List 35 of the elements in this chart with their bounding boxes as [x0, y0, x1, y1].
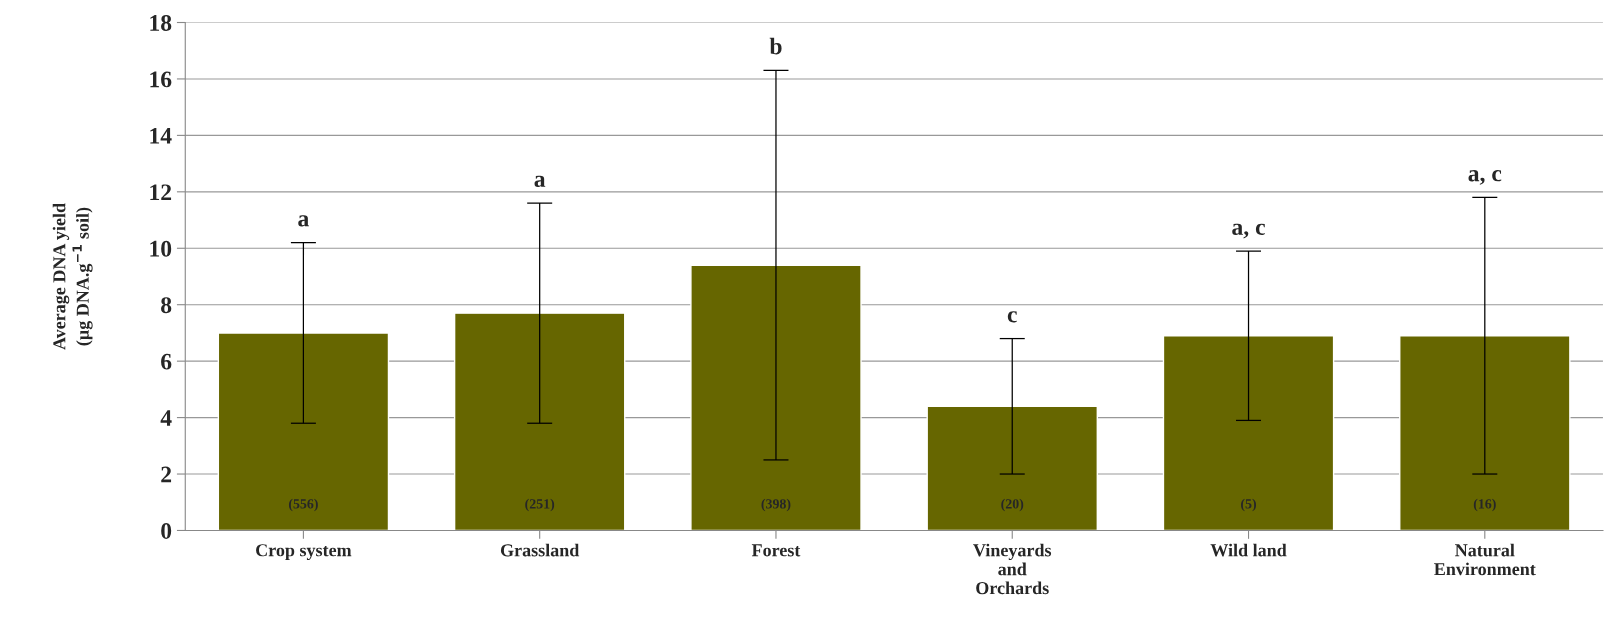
- bar: [217, 332, 390, 531]
- y-tick-label: 16: [150, 71, 172, 88]
- annotation: (20): [1001, 498, 1024, 512]
- y-tick-label: 18: [150, 15, 172, 31]
- x-tick-label: Crop system: [256, 544, 352, 561]
- bar: [1399, 335, 1571, 531]
- annotation: (398): [761, 498, 791, 512]
- y-tick-label: 8: [161, 297, 172, 314]
- y-tick-label: 2: [161, 466, 172, 483]
- bar: [926, 405, 1099, 531]
- y-tick-label: 0: [161, 522, 172, 539]
- bar: [1162, 335, 1335, 531]
- y-tick-label: 10: [150, 240, 172, 257]
- x-tick-label: Grassland: [500, 543, 580, 557]
- y-axis-title: Average DNA yield (µg DNA.g$^{−1}$ soil): [52, 203, 93, 350]
- y-tick-label: 4: [160, 410, 172, 426]
- bar: [453, 312, 626, 531]
- x-tick-label: Vineyards and Orchards: [973, 543, 1052, 595]
- annotation: (5): [1241, 498, 1257, 512]
- y-tick-label: 14: [150, 127, 172, 144]
- y-tick-label: 12: [150, 184, 172, 201]
- x-tick-label: Forest: [751, 544, 801, 557]
- x-tick-label: Natural Environment: [1434, 543, 1536, 576]
- annotation: a, c: [1232, 223, 1265, 239]
- annotation: b: [769, 37, 782, 55]
- y-tick-label: 6: [161, 353, 172, 370]
- annotation: a: [298, 215, 309, 227]
- annotation: (16): [1473, 498, 1496, 512]
- annotation: (251): [525, 498, 555, 512]
- x-tick-label: Wild land: [1210, 543, 1287, 557]
- annotation: a: [534, 175, 546, 188]
- bar: [690, 264, 862, 531]
- annotation: c: [1007, 311, 1017, 323]
- annotation: a, c: [1468, 170, 1502, 185]
- annotation: (556): [288, 498, 318, 512]
